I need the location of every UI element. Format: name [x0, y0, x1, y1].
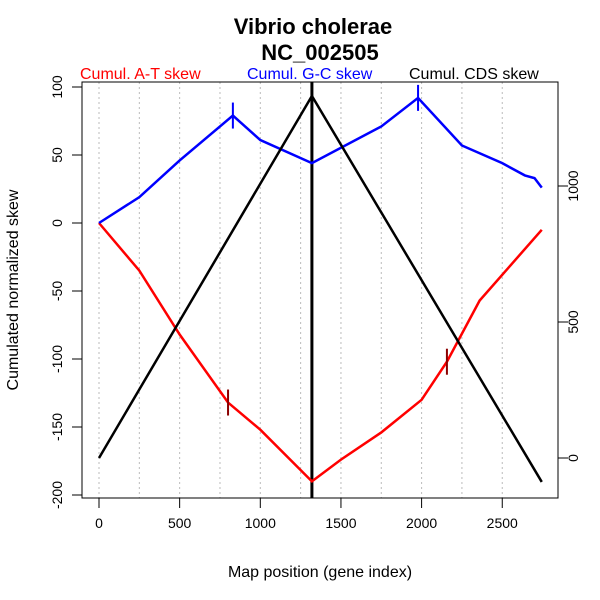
y-tick-label: -150: [49, 413, 65, 441]
x-tick-label: 1500: [325, 515, 356, 531]
y-tick-label: 50: [49, 147, 65, 163]
y-tick-label: 100: [49, 75, 65, 99]
y-axis-label: Cumulated normalized skew: [5, 189, 22, 390]
y-tick-label: -50: [49, 281, 65, 301]
x-tick-label: 0: [95, 515, 103, 531]
y-tick-label: 0: [49, 219, 65, 227]
y-tick-label: -100: [49, 345, 65, 373]
legend-at: Cumul. A-T skew: [80, 66, 201, 83]
x-tick-label: 500: [168, 515, 192, 531]
y2-tick-label: 0: [565, 454, 581, 462]
legend-cds: Cumul. CDS skew: [409, 66, 539, 83]
y2-tick-label: 1000: [565, 170, 581, 201]
x-tick-label: 2500: [487, 515, 518, 531]
y-tick-label: -200: [49, 481, 65, 509]
chart-subtitle: NC_002505: [261, 40, 378, 65]
x-axis-label: Map position (gene index): [228, 564, 412, 581]
series-line-cumul-cds-skew: [97, 93, 543, 483]
series-line-cumul-a-t-skew: [98, 222, 543, 484]
chart-title: Vibrio cholerae: [234, 14, 393, 39]
x-tick-label: 2000: [406, 515, 437, 531]
legend-gc: Cumul. G-C skew: [247, 66, 373, 83]
plot-frame: [81, 81, 559, 499]
x-tick-label: 1000: [245, 515, 276, 531]
y2-tick-label: 500: [565, 310, 581, 334]
series-line-cumul-g-c-skew: [98, 96, 543, 225]
